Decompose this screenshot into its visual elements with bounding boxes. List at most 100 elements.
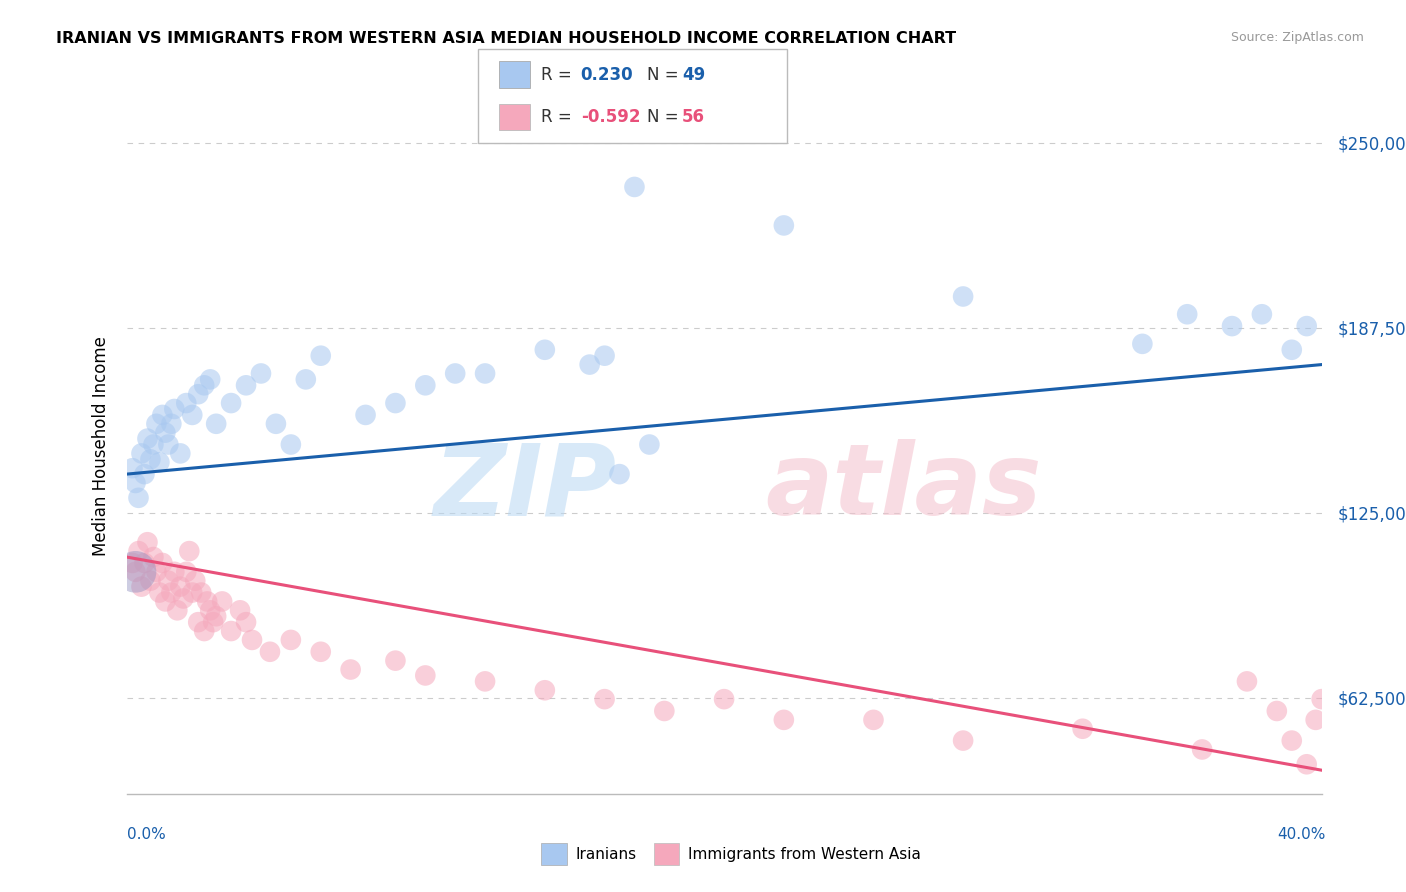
Point: [148, 455, 170, 469]
Point: [250, 367, 273, 381]
Point: [190, 585, 212, 599]
Point: [578, 358, 600, 372]
Point: [1281, 733, 1303, 747]
Point: [384, 396, 406, 410]
Point: [1265, 704, 1288, 718]
Point: [474, 367, 496, 381]
Point: [187, 615, 209, 629]
Point: [534, 683, 557, 698]
Point: [713, 692, 735, 706]
Point: [415, 668, 437, 682]
Point: [139, 452, 162, 467]
Point: [638, 437, 661, 451]
Point: [1295, 757, 1317, 772]
Point: [415, 378, 437, 392]
Point: [1220, 319, 1243, 334]
Text: R =: R =: [541, 108, 578, 126]
Point: [235, 378, 257, 392]
Point: [202, 615, 225, 629]
Point: [184, 574, 207, 588]
Point: [339, 663, 361, 677]
Point: [174, 565, 197, 579]
Text: Iranians: Iranians: [575, 847, 636, 862]
Text: R =: R =: [541, 66, 578, 84]
Point: [862, 713, 884, 727]
Point: [121, 461, 143, 475]
Point: [152, 408, 174, 422]
Point: [264, 417, 287, 431]
Text: 0.0%: 0.0%: [127, 827, 166, 841]
Point: [1236, 674, 1258, 689]
Text: Source: ZipAtlas.com: Source: ZipAtlas.com: [1230, 31, 1364, 45]
Point: [240, 632, 263, 647]
Point: [163, 565, 186, 579]
Text: Immigrants from Western Asia: Immigrants from Western Asia: [688, 847, 921, 862]
Text: N =: N =: [647, 108, 683, 126]
Point: [172, 591, 194, 606]
Point: [152, 556, 174, 570]
Point: [1310, 692, 1333, 706]
Point: [166, 603, 188, 617]
Point: [384, 654, 406, 668]
Point: [142, 549, 165, 564]
Point: [179, 544, 201, 558]
Point: [309, 349, 332, 363]
Text: -0.592: -0.592: [581, 108, 640, 126]
Text: atlas: atlas: [765, 439, 1042, 536]
Point: [169, 580, 191, 594]
Point: [229, 603, 252, 617]
Point: [121, 556, 143, 570]
Point: [205, 417, 228, 431]
Point: [163, 402, 186, 417]
Point: [200, 372, 222, 386]
Point: [219, 396, 242, 410]
Point: [181, 408, 204, 422]
Point: [1191, 742, 1213, 756]
Point: [1251, 307, 1274, 321]
Point: [952, 289, 974, 303]
Text: N =: N =: [647, 66, 683, 84]
Point: [259, 645, 281, 659]
Point: [174, 396, 197, 410]
Point: [593, 349, 616, 363]
Point: [652, 704, 675, 718]
Y-axis label: Median Household Income: Median Household Income: [91, 336, 110, 556]
Point: [157, 574, 180, 588]
Text: ZIP: ZIP: [433, 439, 616, 536]
Point: [134, 556, 156, 570]
Point: [131, 580, 153, 594]
Point: [160, 585, 183, 599]
Point: [195, 594, 218, 608]
Point: [309, 645, 332, 659]
Text: 0.230: 0.230: [581, 66, 633, 84]
Point: [1071, 722, 1094, 736]
Point: [169, 446, 191, 460]
Point: [444, 367, 467, 381]
Point: [609, 467, 631, 482]
Point: [294, 372, 316, 386]
Point: [193, 378, 215, 392]
Point: [593, 692, 616, 706]
Point: [200, 603, 222, 617]
Text: 56: 56: [682, 108, 704, 126]
Point: [193, 624, 215, 638]
Point: [235, 615, 257, 629]
Point: [124, 565, 146, 579]
Point: [155, 594, 177, 608]
Point: [136, 535, 159, 549]
Point: [205, 609, 228, 624]
Point: [157, 437, 180, 451]
Point: [1130, 336, 1153, 351]
Point: [139, 574, 162, 588]
Point: [131, 446, 153, 460]
Text: IRANIAN VS IMMIGRANTS FROM WESTERN ASIA MEDIAN HOUSEHOLD INCOME CORRELATION CHAR: IRANIAN VS IMMIGRANTS FROM WESTERN ASIA …: [56, 31, 956, 46]
Point: [211, 594, 233, 608]
Text: 49: 49: [682, 66, 706, 84]
Point: [1175, 307, 1198, 321]
Point: [134, 467, 156, 482]
Point: [773, 713, 796, 727]
Point: [1295, 319, 1317, 334]
Point: [952, 733, 974, 747]
Text: 40.0%: 40.0%: [1278, 827, 1326, 841]
Point: [127, 544, 149, 558]
